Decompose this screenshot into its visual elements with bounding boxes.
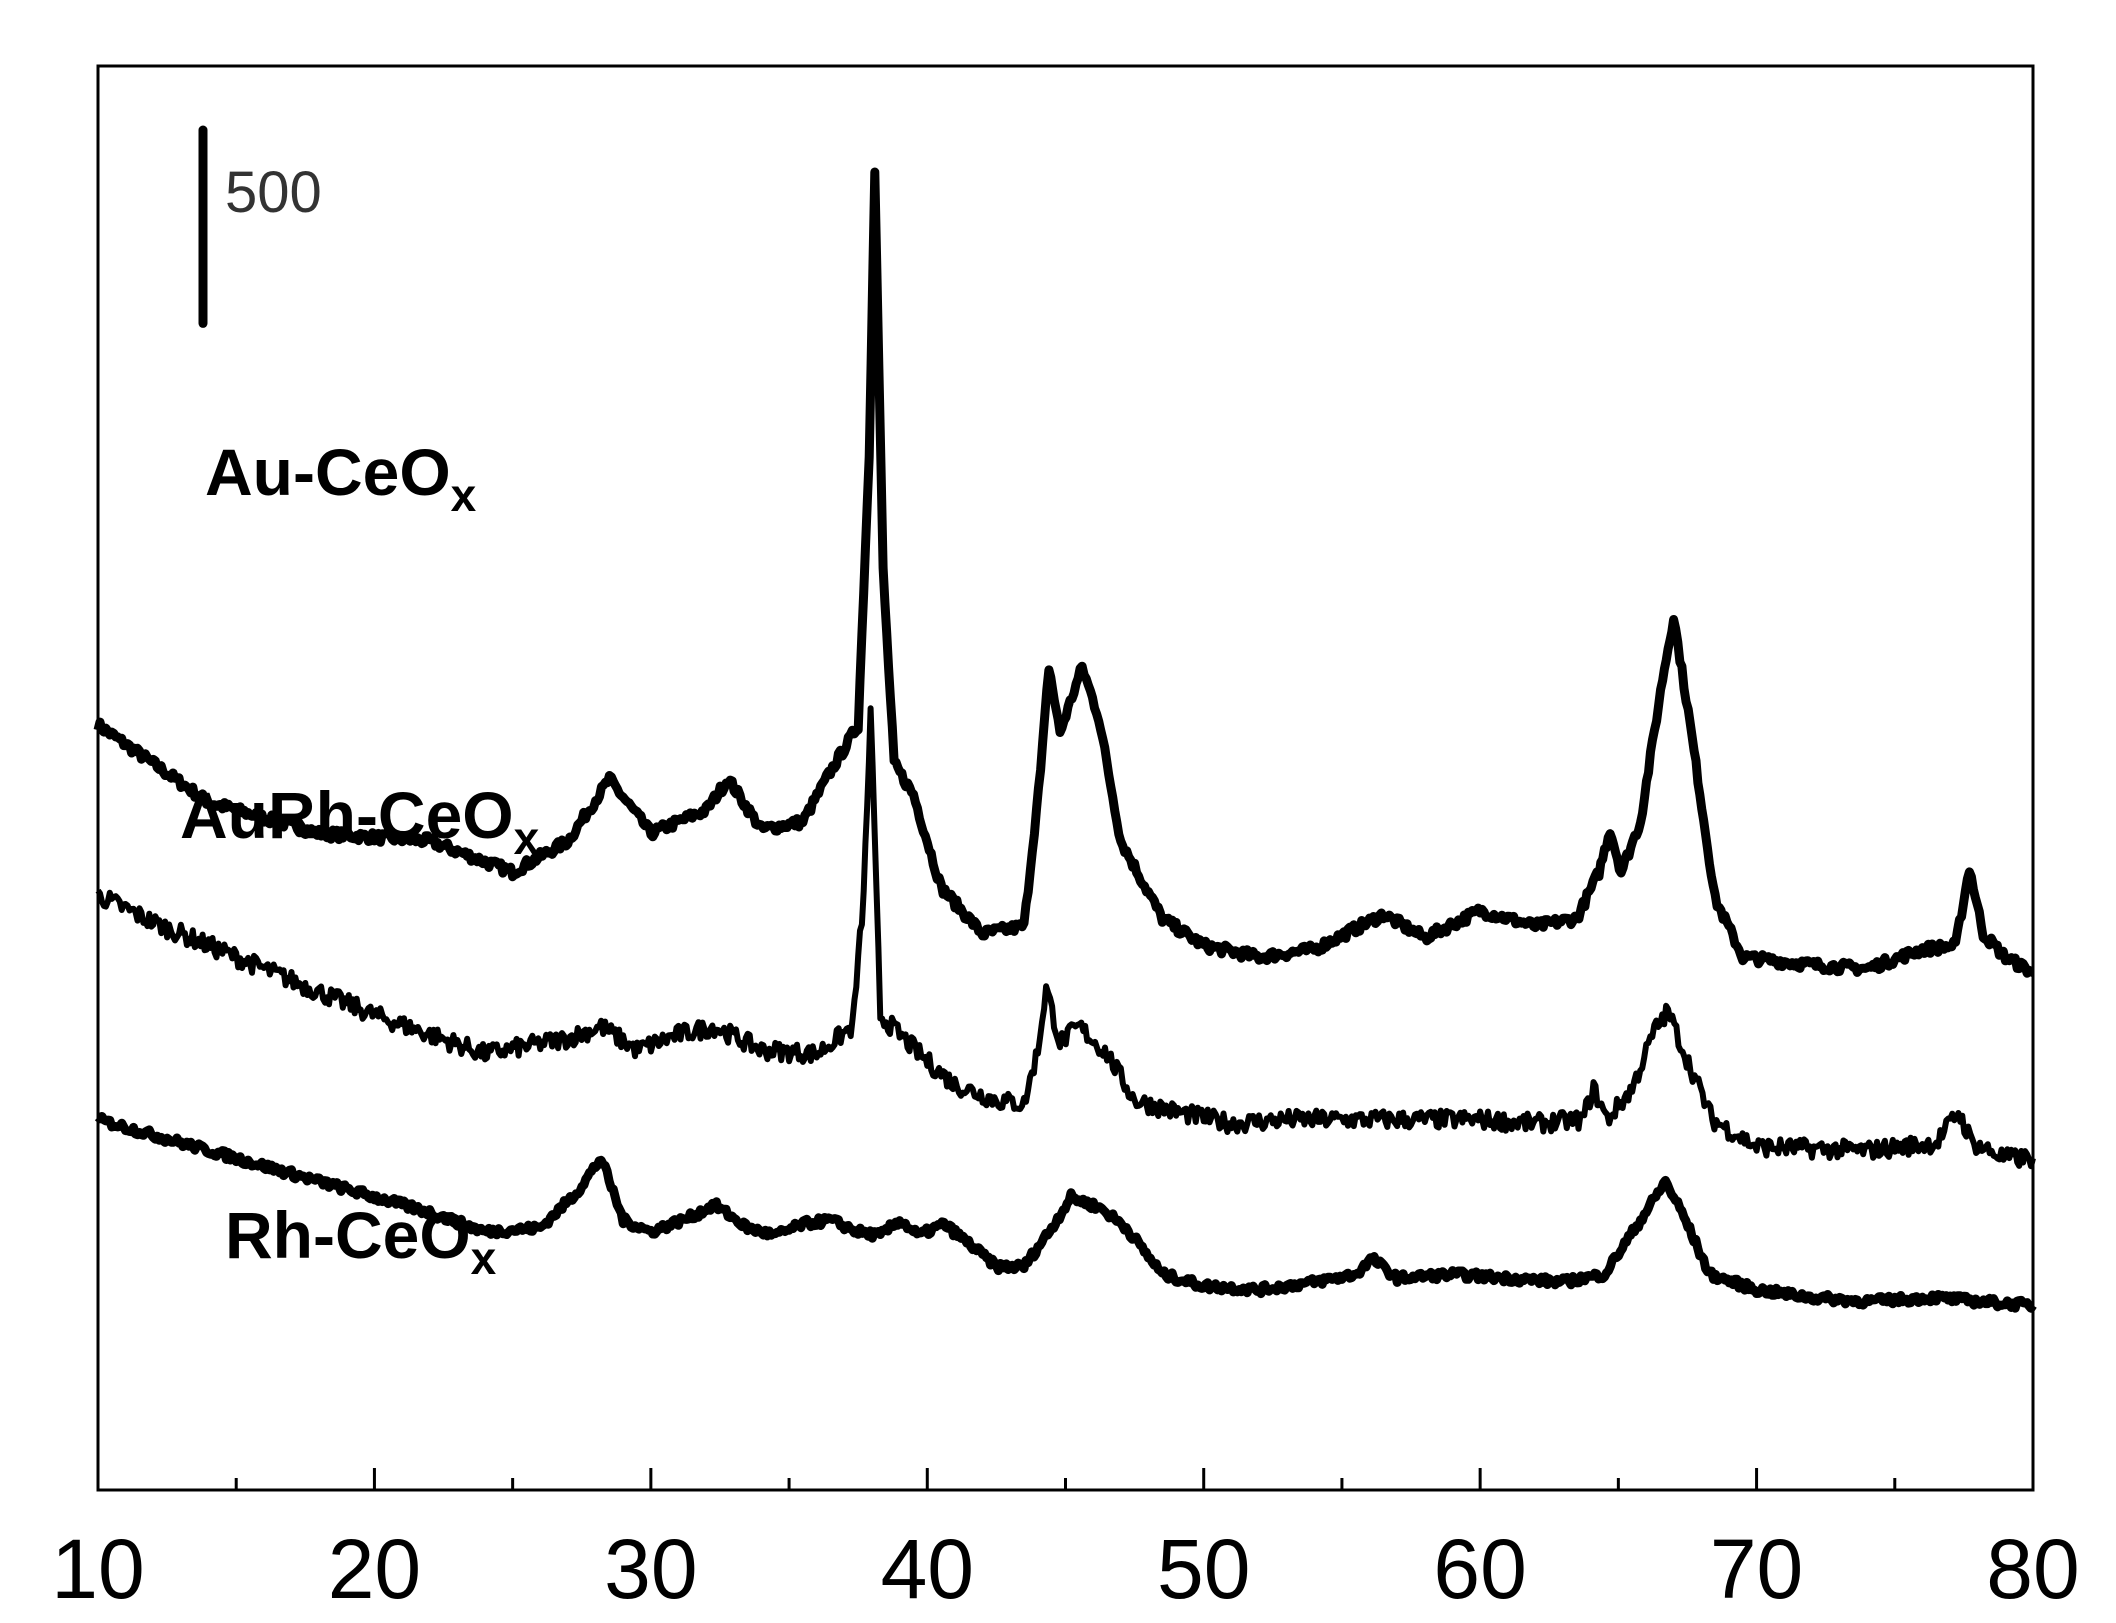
scale-bar-label: 500 — [225, 160, 322, 225]
series-line-3 — [94, 1112, 2037, 1313]
x-tick-label-20: 20 — [328, 1522, 421, 1616]
series-label-3: Rh-CeOx — [225, 1198, 497, 1284]
x-tick-label-80: 80 — [1986, 1522, 2079, 1616]
series-line-2 — [95, 705, 2036, 1170]
labels-layer: Au-CeOx AuRh-CeOx Rh-CeOx — [180, 435, 540, 1284]
series-line-1 — [93, 167, 2036, 978]
x-tick-label-60: 60 — [1433, 1522, 1526, 1616]
x-tick-label-40: 40 — [881, 1522, 974, 1616]
series-label-2: AuRh-CeOx — [180, 778, 540, 864]
x-tick-label-70: 70 — [1710, 1522, 1803, 1616]
x-tick-label-30: 30 — [604, 1522, 697, 1616]
x-tick-label-10: 10 — [51, 1522, 144, 1616]
x-tick-label-50: 50 — [1157, 1522, 1250, 1616]
series-layer — [93, 167, 2037, 1313]
scale-bar: 500 — [198, 125, 322, 328]
ticks-layer: 10 20 30 40 50 60 70 80 — [51, 1468, 2080, 1616]
series-label-1: Au-CeOx — [205, 435, 477, 521]
